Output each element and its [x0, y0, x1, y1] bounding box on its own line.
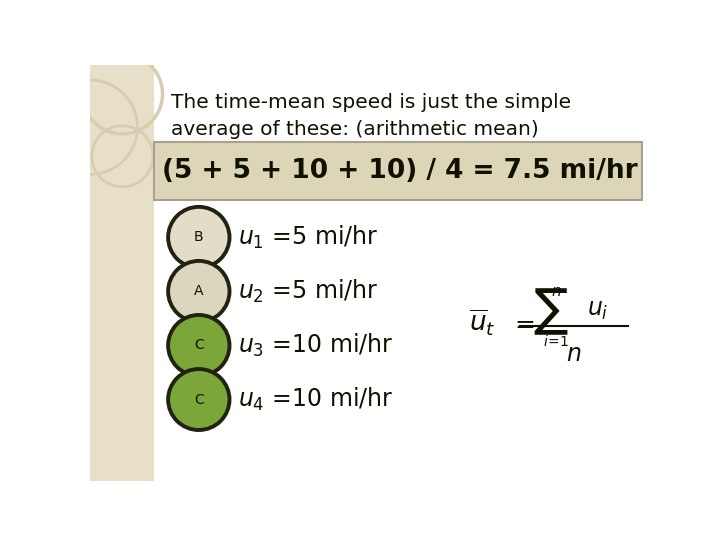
Text: $u_1$ =5 mi/hr: $u_1$ =5 mi/hr: [238, 224, 378, 251]
Text: B: B: [194, 231, 204, 245]
Text: $i\!=\!1$: $i\!=\!1$: [543, 334, 569, 349]
Ellipse shape: [168, 207, 230, 268]
Text: C: C: [194, 339, 204, 353]
Ellipse shape: [168, 261, 230, 322]
FancyBboxPatch shape: [154, 141, 642, 200]
Ellipse shape: [168, 369, 230, 430]
Text: $\overline{u}_t$: $\overline{u}_t$: [469, 308, 496, 338]
Ellipse shape: [65, 44, 132, 111]
FancyBboxPatch shape: [90, 65, 154, 481]
Text: $u_2$ =5 mi/hr: $u_2$ =5 mi/hr: [238, 278, 378, 305]
Text: $\sum$: $\sum$: [533, 287, 568, 338]
Text: (5 + 5 + 10 + 10) / 4 = 7.5 mi/hr: (5 + 5 + 10 + 10) / 4 = 7.5 mi/hr: [162, 158, 637, 184]
Text: $n$: $n$: [567, 342, 582, 366]
Text: The time-mean speed is just the simple: The time-mean speed is just the simple: [171, 93, 571, 112]
Text: C: C: [194, 393, 204, 407]
Text: $u_4$ =10 mi/hr: $u_4$ =10 mi/hr: [238, 386, 393, 413]
Text: $u_3$ =10 mi/hr: $u_3$ =10 mi/hr: [238, 332, 393, 359]
Text: average of these: (arithmetic mean): average of these: (arithmetic mean): [171, 120, 539, 139]
Text: $=$: $=$: [510, 310, 535, 335]
Text: $u_i$: $u_i$: [587, 298, 608, 322]
Ellipse shape: [168, 315, 230, 376]
Text: $n$: $n$: [551, 284, 562, 299]
Text: A: A: [194, 285, 204, 299]
